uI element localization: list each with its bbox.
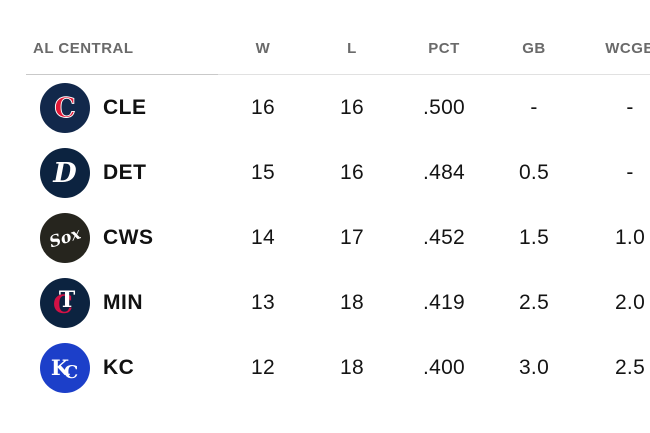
wins-cell: 14 bbox=[251, 225, 275, 249]
wcgb-cell: - bbox=[626, 160, 634, 184]
pct-cell: .500 bbox=[422, 95, 466, 119]
gb-cell: 1.5 bbox=[518, 225, 550, 249]
twins-team-logo-icon: C T bbox=[40, 277, 90, 328]
wins-cell: 15 bbox=[251, 160, 275, 184]
wcgb-cell: - bbox=[626, 95, 634, 119]
column-header-losses: L bbox=[347, 39, 357, 57]
column-header-pct: PCT bbox=[428, 39, 460, 57]
wcgb-cell: 2.0 bbox=[614, 290, 646, 314]
team-abbr: KC bbox=[103, 355, 135, 379]
team-row-min: C T MIN 13 18 .419 2.5 2.0 bbox=[0, 270, 650, 335]
team-abbr: MIN bbox=[103, 290, 143, 314]
svg-text:C: C bbox=[54, 93, 76, 124]
team-link-kc[interactable]: K C KC bbox=[0, 342, 208, 393]
header-divider bbox=[26, 74, 650, 75]
svg-text:K: K bbox=[51, 355, 70, 380]
team-row-cws: Sox CWS 14 17 .452 1.5 1.0 bbox=[0, 205, 650, 270]
wins-cell: 13 bbox=[251, 290, 275, 314]
standings-table: AL CENTRAL W L PCT GB WCGB C CLE 16 16 .… bbox=[0, 0, 650, 400]
division-title: AL CENTRAL bbox=[33, 39, 134, 57]
tigers-team-logo-icon: D bbox=[40, 147, 90, 198]
pct-cell: .419 bbox=[422, 290, 466, 314]
losses-cell: 17 bbox=[340, 225, 364, 249]
team-link-min[interactable]: C T MIN bbox=[0, 277, 208, 328]
team-link-cws[interactable]: Sox CWS bbox=[0, 212, 208, 263]
pct-cell: .452 bbox=[422, 225, 466, 249]
team-link-cle[interactable]: C CLE bbox=[0, 82, 208, 133]
losses-cell: 18 bbox=[340, 290, 364, 314]
svg-text:T: T bbox=[59, 287, 76, 313]
column-header-wins: W bbox=[255, 39, 271, 57]
team-abbr: CLE bbox=[103, 95, 147, 119]
team-row-cle: C CLE 16 16 .500 - - bbox=[0, 75, 650, 140]
guardians-team-logo-icon: C bbox=[40, 82, 90, 133]
svg-text:C: C bbox=[64, 362, 78, 383]
standings-header-row: AL CENTRAL W L PCT GB WCGB bbox=[0, 0, 650, 61]
pct-cell: .400 bbox=[422, 355, 466, 379]
column-header-wcgb: WCGB bbox=[605, 39, 650, 57]
wins-cell: 16 bbox=[251, 95, 275, 119]
gb-cell: 2.5 bbox=[518, 290, 550, 314]
svg-text:C: C bbox=[53, 290, 73, 319]
royals-team-logo-icon: K C bbox=[40, 342, 90, 393]
team-abbr: DET bbox=[103, 160, 147, 184]
white-sox-team-logo-icon: Sox bbox=[40, 212, 90, 263]
team-abbr: CWS bbox=[103, 225, 154, 249]
team-row-kc: K C KC 12 18 .400 3.0 2.5 bbox=[0, 335, 650, 400]
losses-cell: 16 bbox=[340, 160, 364, 184]
wcgb-cell: 1.0 bbox=[614, 225, 646, 249]
column-header-gb: GB bbox=[522, 39, 546, 57]
wins-cell: 12 bbox=[251, 355, 275, 379]
pct-cell: .484 bbox=[422, 160, 466, 184]
gb-cell: 0.5 bbox=[518, 160, 550, 184]
losses-cell: 16 bbox=[340, 95, 364, 119]
wcgb-cell: 2.5 bbox=[614, 355, 646, 379]
team-row-det: D DET 15 16 .484 0.5 - bbox=[0, 140, 650, 205]
team-link-det[interactable]: D DET bbox=[0, 147, 208, 198]
losses-cell: 18 bbox=[340, 355, 364, 379]
svg-text:D: D bbox=[52, 158, 77, 189]
gb-cell: - bbox=[530, 95, 538, 119]
gb-cell: 3.0 bbox=[518, 355, 550, 379]
